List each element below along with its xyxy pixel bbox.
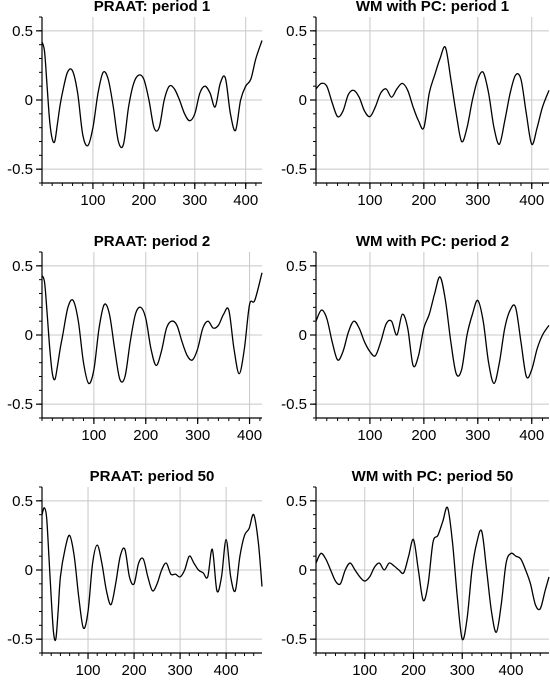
x-tick-label: 400 — [237, 427, 262, 444]
y-tick-label: 0.5 — [286, 493, 307, 510]
chart-panel-1: PRAAT: period 1 100 200 300 400 -0.5 0 0.5 — [7, 0, 263, 209]
y-tick-label: -0.5 — [7, 161, 33, 178]
chart-panel-2: WM with PC: period 1 100 200 300 400 -0.5 0 0.5 — [281, 0, 550, 209]
y-tick-label: -0.5 — [7, 631, 33, 648]
x-tick-label: 200 — [122, 662, 147, 679]
chart-title: WM with PC: period 50 — [352, 468, 514, 485]
x-tick-label: 200 — [131, 192, 156, 209]
y-tick-label: 0 — [25, 327, 33, 344]
chart-title: PRAAT: period 2 — [94, 233, 210, 250]
x-tick-label: 400 — [519, 427, 544, 444]
waveform-line — [41, 272, 263, 385]
chart-title: PRAAT: period 1 — [94, 0, 210, 15]
y-tick-label: 0.5 — [286, 258, 307, 275]
y-tick-label: 0.5 — [286, 23, 307, 40]
chart-panel-5: PRAAT: period 50 100 200 300 400 -0.5 0 0.5 — [7, 468, 263, 679]
x-tick-label: 100 — [352, 662, 377, 679]
waveform-line — [41, 507, 263, 642]
x-tick-label: 100 — [357, 427, 382, 444]
waveform-line — [315, 506, 550, 641]
x-tick-label: 300 — [465, 192, 490, 209]
x-tick-label: 100 — [81, 427, 106, 444]
x-tick-label: 400 — [519, 192, 544, 209]
x-tick-label: 300 — [465, 427, 490, 444]
waveform-line — [315, 46, 550, 146]
y-tick-label: -0.5 — [281, 161, 307, 178]
x-tick-label: 400 — [233, 192, 258, 209]
y-tick-label: -0.5 — [281, 396, 307, 413]
x-tick-label: 300 — [182, 192, 207, 209]
x-tick-label: 400 — [214, 662, 239, 679]
y-tick-label: 0 — [25, 92, 33, 109]
x-tick-label: 200 — [401, 662, 426, 679]
waveform-line — [315, 276, 550, 385]
x-tick-label: 400 — [498, 662, 523, 679]
waveform-line — [41, 40, 263, 149]
chart-panel-4: WM with PC: period 2 100 200 300 400 -0.5 0 0.5 — [281, 233, 550, 444]
chart-panel-3: PRAAT: period 2 100 200 300 400 -0.5 0 0.5 — [7, 233, 263, 444]
x-tick-label: 100 — [357, 192, 382, 209]
y-tick-label: -0.5 — [281, 631, 307, 648]
x-tick-label: 100 — [76, 662, 101, 679]
x-tick-label: 300 — [168, 662, 193, 679]
chart-title: PRAAT: period 50 — [90, 468, 215, 485]
y-tick-label: 0 — [299, 92, 307, 109]
x-tick-label: 100 — [80, 192, 105, 209]
x-tick-label: 200 — [411, 192, 436, 209]
x-tick-label: 300 — [450, 662, 475, 679]
x-tick-label: 300 — [185, 427, 210, 444]
chart-title: WM with PC: period 1 — [356, 0, 509, 15]
y-tick-label: 0 — [299, 562, 307, 579]
y-tick-label: 0 — [299, 327, 307, 344]
y-tick-label: 0.5 — [12, 258, 33, 275]
y-tick-label: 0.5 — [12, 493, 33, 510]
x-tick-label: 200 — [411, 427, 436, 444]
chart-panel-6: WM with PC: period 50 100 200 300 400 -0.5 0 0.… — [281, 468, 550, 679]
chart-title: WM with PC: period 2 — [356, 233, 509, 250]
y-tick-label: 0.5 — [12, 23, 33, 40]
x-tick-label: 200 — [133, 427, 158, 444]
y-tick-label: -0.5 — [7, 396, 33, 413]
y-tick-label: 0 — [25, 562, 33, 579]
